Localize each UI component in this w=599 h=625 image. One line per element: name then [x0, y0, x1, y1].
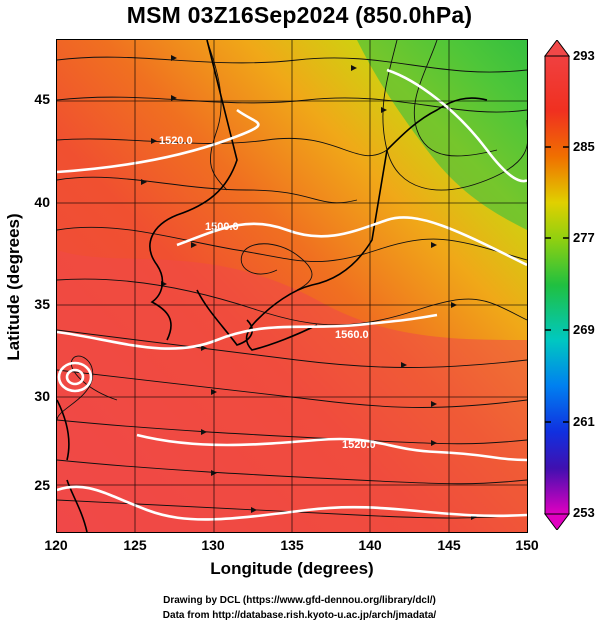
contour-label: 1500.0: [205, 221, 239, 233]
map-plot-area: 1520.0 1500.0 1560.0 1520.0: [56, 39, 528, 533]
x-tick-label: 130: [201, 537, 225, 553]
x-tick-label: 135: [280, 537, 304, 553]
credit-line-data: Data from http://database.rish.kyoto-u.a…: [162, 610, 437, 621]
x-tick-label: 125: [123, 537, 147, 553]
credit-line-drawing: Drawing by DCL (https://www.gfd-dennou.o…: [163, 595, 436, 606]
map-title: MSM 03Z16Sep2024 (850.0hPa): [126, 2, 473, 28]
temperature-map: 1520.0 1500.0 1560.0 1520.0: [57, 40, 527, 532]
lat-lon-grid: [57, 40, 527, 532]
colorbar-gradient: [544, 39, 570, 531]
contour-label: 1520.0: [159, 135, 193, 147]
streamlines: [57, 40, 527, 519]
contour-label: 1560.0: [335, 329, 369, 341]
colorbar: [543, 39, 571, 531]
y-axis-label: Latitude (degrees): [4, 213, 23, 361]
colorbar-tick-label: 269: [573, 322, 595, 337]
x-tick-label: 120: [44, 537, 68, 553]
y-tick-label: 25: [34, 477, 50, 493]
colorbar-tick-label: 277: [573, 230, 595, 245]
colorbar-tick-label: 253: [573, 505, 595, 520]
colorbar-tick-label: 285: [573, 139, 595, 154]
contour-label: 1520.0: [342, 439, 376, 451]
y-tick-label: 45: [34, 91, 50, 107]
x-tick-label: 150: [515, 537, 539, 553]
colorbar-tick-label: 293: [573, 48, 595, 63]
x-tick-label: 145: [437, 537, 461, 553]
y-tick-label: 35: [34, 296, 50, 312]
x-tick-label: 140: [358, 537, 382, 553]
height-contours: [57, 68, 527, 521]
cool-region: [357, 40, 527, 230]
colorbar-tick-label: 261: [573, 414, 595, 429]
x-axis-label: Longitude (degrees): [210, 559, 374, 578]
y-tick-label: 30: [34, 388, 50, 404]
y-tick-label: 40: [34, 194, 50, 210]
